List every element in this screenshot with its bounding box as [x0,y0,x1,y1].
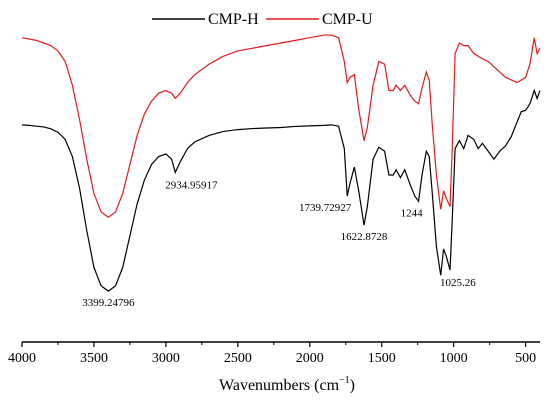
series-line-cmp-h [21,88,541,292]
legend-label-cmp-u: CMP-U [322,11,373,28]
x-axis: 4000 3500 3000 2500 2000 1500 1000 500 [8,341,540,366]
x-axis-title-main: Wavenumbers (cm [219,377,340,394]
x-tick-label-1000: 1000 [440,351,468,366]
peak-annotation: 1622.8728 [341,231,388,243]
legend-label-cmp-h: CMP-H [208,11,259,28]
x-tick-label-4000: 4000 [8,351,36,366]
series-layer [21,34,541,292]
peak-annotation: 3399.24796 [82,297,135,309]
x-tick-label-1500: 1500 [368,351,396,366]
x-axis-title-sup: −1 [339,375,350,386]
x-tick-label-3000: 3000 [152,351,180,366]
x-axis-title: Wavenumbers (cm−1) [219,375,355,394]
series-line-cmp-u [21,34,541,218]
x-tick-label-3500: 3500 [80,351,108,366]
peak-annotation: 2934.95917 [165,179,218,191]
legend: CMP-H CMP-U [152,11,373,28]
peak-annotation: 1244 [401,207,424,219]
peak-annotation: 1025.26 [440,277,476,289]
x-axis-title-close: ) [350,377,355,394]
annotation-layer: 3399.24796 2934.95917 1739.72927 1622.8728 1… [82,179,476,309]
x-tick-label-2500: 2500 [224,351,252,366]
peak-annotation: 1739.72927 [299,202,352,214]
x-tick-label-2000: 2000 [296,351,324,366]
x-tick-label-500: 500 [515,351,536,366]
